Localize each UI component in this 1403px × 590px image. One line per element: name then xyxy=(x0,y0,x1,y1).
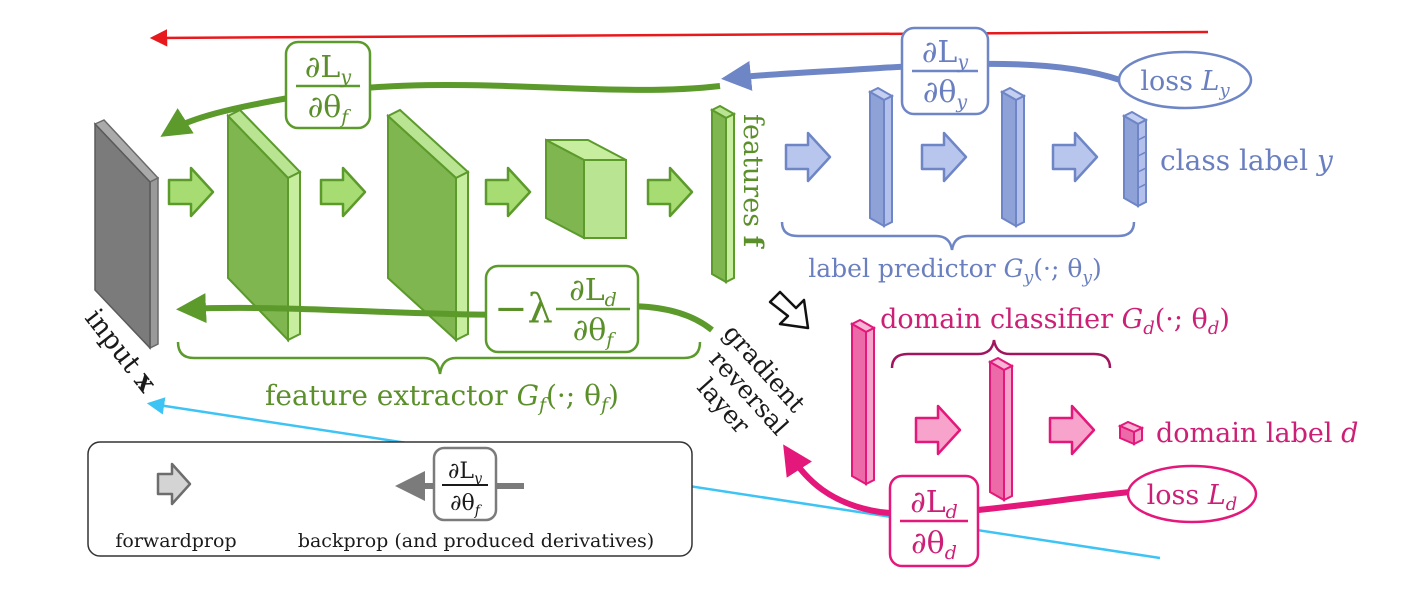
forward-arrow-blue-2 xyxy=(920,131,968,183)
derivative-dLd-dthetad: ∂Ld ∂θd xyxy=(888,474,980,568)
forward-arrow-blue-3 xyxy=(1051,131,1099,183)
domain-classifier-text: domain classifier Gd(·; θd) xyxy=(880,304,1230,339)
svg-text:∂Ly: ∂Ly xyxy=(305,50,351,88)
svg-text:∂θy: ∂θy xyxy=(923,75,968,113)
loss-d-node: loss Ld xyxy=(1126,464,1258,524)
forward-arrow-4 xyxy=(646,166,694,218)
features-label: features f xyxy=(737,114,768,250)
legend-forward-arrow-icon xyxy=(156,462,192,506)
input-layer xyxy=(93,119,160,350)
legend-backprop-label: backprop (and produced derivatives) xyxy=(298,530,654,552)
forward-arrow-3 xyxy=(484,166,532,218)
svg-text:∂θf: ∂θf xyxy=(450,491,483,519)
svg-text:∂Ly: ∂Ly xyxy=(922,35,968,73)
forward-arrows-blue xyxy=(784,131,1099,183)
feature-extractor-text: feature extractor Gf(·; θf) xyxy=(265,379,619,416)
domain-classifier-layer-2 xyxy=(987,356,1015,502)
backprop-arrow-feature-extractor-upper xyxy=(160,81,721,137)
forward-arrow-pink-1 xyxy=(914,404,962,456)
gradient-reversal-arrow xyxy=(768,290,810,330)
forward-arrow-pink-2 xyxy=(1048,404,1096,456)
class-label-text: class label y xyxy=(1160,144,1334,177)
feature-extractor-layer-2 xyxy=(386,108,470,343)
domain-label-text: domain label d xyxy=(1156,418,1358,449)
svg-text:∂θf: ∂θf xyxy=(573,313,617,351)
derivative-dLy-dthetaf: ∂Ly ∂θf xyxy=(284,40,372,130)
label-predictor-layer-2 xyxy=(999,86,1027,228)
legend-forwardprop-label: forwardprop xyxy=(115,530,236,552)
label-predictor-brace xyxy=(780,221,1136,251)
svg-text:loss Ld: loss Ld xyxy=(1147,480,1238,515)
forward-arrow-1 xyxy=(167,166,215,218)
svg-text:∂Ld: ∂Ld xyxy=(569,273,617,311)
label-predictor-layer-1 xyxy=(867,86,895,228)
gradient-reversal-layer-label: gradient reversal layer xyxy=(692,319,812,441)
derivative-dLy-dthetay: ∂Ly ∂θy xyxy=(900,26,990,116)
legend-frame xyxy=(87,441,693,557)
svg-text:−λ: −λ xyxy=(494,286,553,332)
svg-text:∂θd: ∂θd xyxy=(911,526,957,564)
domain-label-output xyxy=(1117,420,1145,446)
domain-classifier-layer-1 xyxy=(849,318,877,486)
derivative-neg-lambda-dLd-dthetaf: −λ ∂Ld ∂θf xyxy=(484,264,640,354)
red-arrow-line xyxy=(149,29,1209,47)
feature-extractor-layer-1 xyxy=(226,108,302,343)
svg-text:∂Ld: ∂Ld xyxy=(910,485,958,523)
forward-arrow-2 xyxy=(319,166,367,218)
legend: forwardprop ∂Ly ∂θf backprop (and produc… xyxy=(87,441,693,557)
forward-arrows-green xyxy=(167,166,694,218)
forward-arrow-blue-1 xyxy=(784,131,832,183)
svg-text:∂Ly: ∂Ly xyxy=(448,459,483,487)
forward-arrows-pink xyxy=(914,404,1096,456)
label-predictor-text: label predictor Gy(·; θy) xyxy=(808,254,1102,288)
feature-extractor-layer-3 xyxy=(545,138,627,240)
domain-classifier-brace xyxy=(890,339,1112,369)
svg-text:loss Ly: loss Ly xyxy=(1140,66,1230,101)
backprop-arrow-label-predictor xyxy=(721,60,1121,91)
features-layer xyxy=(709,104,737,284)
feature-extractor-brace xyxy=(176,341,702,375)
svg-text:∂θf: ∂θf xyxy=(308,90,352,128)
class-label-output xyxy=(1121,110,1149,208)
loss-y-node: loss Ly xyxy=(1117,50,1253,110)
